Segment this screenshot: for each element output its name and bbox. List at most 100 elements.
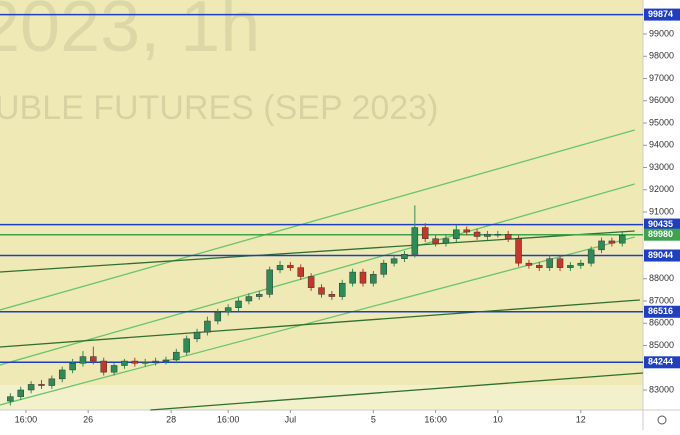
candle-body (338, 282, 346, 297)
candle-body (121, 360, 128, 366)
candle-body (380, 262, 387, 275)
candle-body (328, 294, 336, 297)
candle-body (473, 231, 481, 237)
candle-body (193, 331, 201, 340)
trend-line (0, 129, 635, 311)
trend-line (0, 299, 640, 348)
candle-body (162, 359, 170, 362)
candle-body (110, 365, 118, 373)
price-level-label: 99874 (648, 9, 673, 19)
candle-body (494, 234, 502, 236)
candle-body (504, 234, 512, 239)
candle-body (525, 262, 533, 266)
price-level-tag (644, 356, 680, 369)
candle-body (214, 311, 222, 322)
x-tick-label: 16:00 (15, 414, 38, 424)
price-level-label: 84244 (648, 357, 673, 367)
watermark-title: 2023, 1h (0, 0, 260, 67)
candle-body (183, 338, 190, 353)
price-level-tag (644, 228, 680, 241)
x-tick-label: 26 (83, 414, 93, 424)
price-level-tag (644, 218, 680, 231)
candle-body (69, 363, 76, 371)
x-tick-label: 28 (166, 414, 176, 424)
candle-body (256, 294, 263, 297)
y-tick-label: 83000 (649, 384, 674, 394)
candle-body (442, 238, 450, 244)
trend-line (0, 183, 635, 366)
candle-body (48, 378, 56, 386)
trend-line (150, 372, 644, 411)
y-tick-label: 96000 (649, 95, 674, 105)
candle-body (27, 384, 35, 391)
candle-body (297, 267, 305, 277)
candle-body (173, 351, 180, 361)
settings-icon[interactable] (657, 415, 667, 425)
plot-background (0, 0, 643, 410)
candle-body (453, 229, 460, 239)
candle-body (131, 360, 139, 364)
candle-body (276, 265, 284, 271)
candle-body (204, 320, 211, 333)
candle-body (245, 296, 253, 302)
y-tick-label: 93000 (649, 162, 674, 172)
price-level-label: 90435 (648, 219, 673, 229)
price-level-label: 89980 (648, 229, 673, 239)
price-level-label: 89044 (648, 250, 673, 260)
x-tick-label: 12 (576, 414, 586, 424)
price-level-tag (644, 305, 680, 318)
price-level-tag (644, 8, 680, 21)
price-level-tag (644, 249, 680, 262)
watermark-subtitle: UBLE FUTURES (SEP 2023) (0, 89, 438, 127)
y-tick-label: 99000 (649, 28, 674, 38)
candle-body (224, 307, 232, 313)
candle-body (58, 369, 66, 380)
y-tick-label: 85000 (649, 340, 674, 350)
trend-line (0, 230, 635, 273)
y-tick-label: 87000 (649, 295, 674, 305)
candle-body (577, 262, 585, 266)
candle-body (598, 240, 605, 251)
candle-body (411, 227, 419, 255)
candle-body (556, 258, 564, 268)
price-level-label: 86516 (648, 306, 673, 316)
y-tick-label: 88000 (649, 273, 674, 283)
candle-body (515, 238, 522, 264)
candle-body (141, 361, 149, 364)
candle-body (421, 227, 429, 239)
candle-body (100, 360, 107, 373)
candle-body (38, 384, 45, 386)
candle-body (401, 254, 408, 259)
y-tick-label: 97000 (649, 73, 674, 83)
candle-body (349, 271, 356, 284)
x-tick-label: 5 (371, 414, 376, 424)
candle-body (567, 265, 574, 268)
candle-body (266, 269, 273, 295)
candle-body (90, 356, 97, 362)
candle-body (287, 265, 294, 268)
candle-body (484, 234, 491, 237)
candle-body (79, 356, 87, 364)
candle-body (359, 271, 367, 284)
x-tick-label: 10 (493, 414, 503, 424)
candle-body (318, 287, 325, 295)
y-tick-label: 92000 (649, 184, 674, 194)
x-tick-label: Jul (285, 414, 297, 424)
candle-body (7, 396, 14, 402)
candle-body (152, 360, 159, 363)
candle-body (370, 274, 377, 284)
candle-body (619, 235, 626, 244)
candle-body (463, 229, 470, 233)
y-tick-label: 94000 (649, 140, 674, 150)
x-tick-label: 16:00 (217, 414, 240, 424)
x-tick-label: 16:00 (424, 414, 447, 424)
candle-body (608, 240, 616, 244)
y-tick-label: 98000 (649, 51, 674, 61)
y-tick-label: 86000 (649, 318, 674, 328)
y-tick-label: 95000 (649, 117, 674, 127)
candle-body (587, 249, 595, 264)
candle-body (390, 258, 398, 264)
candle-body (235, 300, 242, 308)
candle-body (432, 238, 439, 244)
